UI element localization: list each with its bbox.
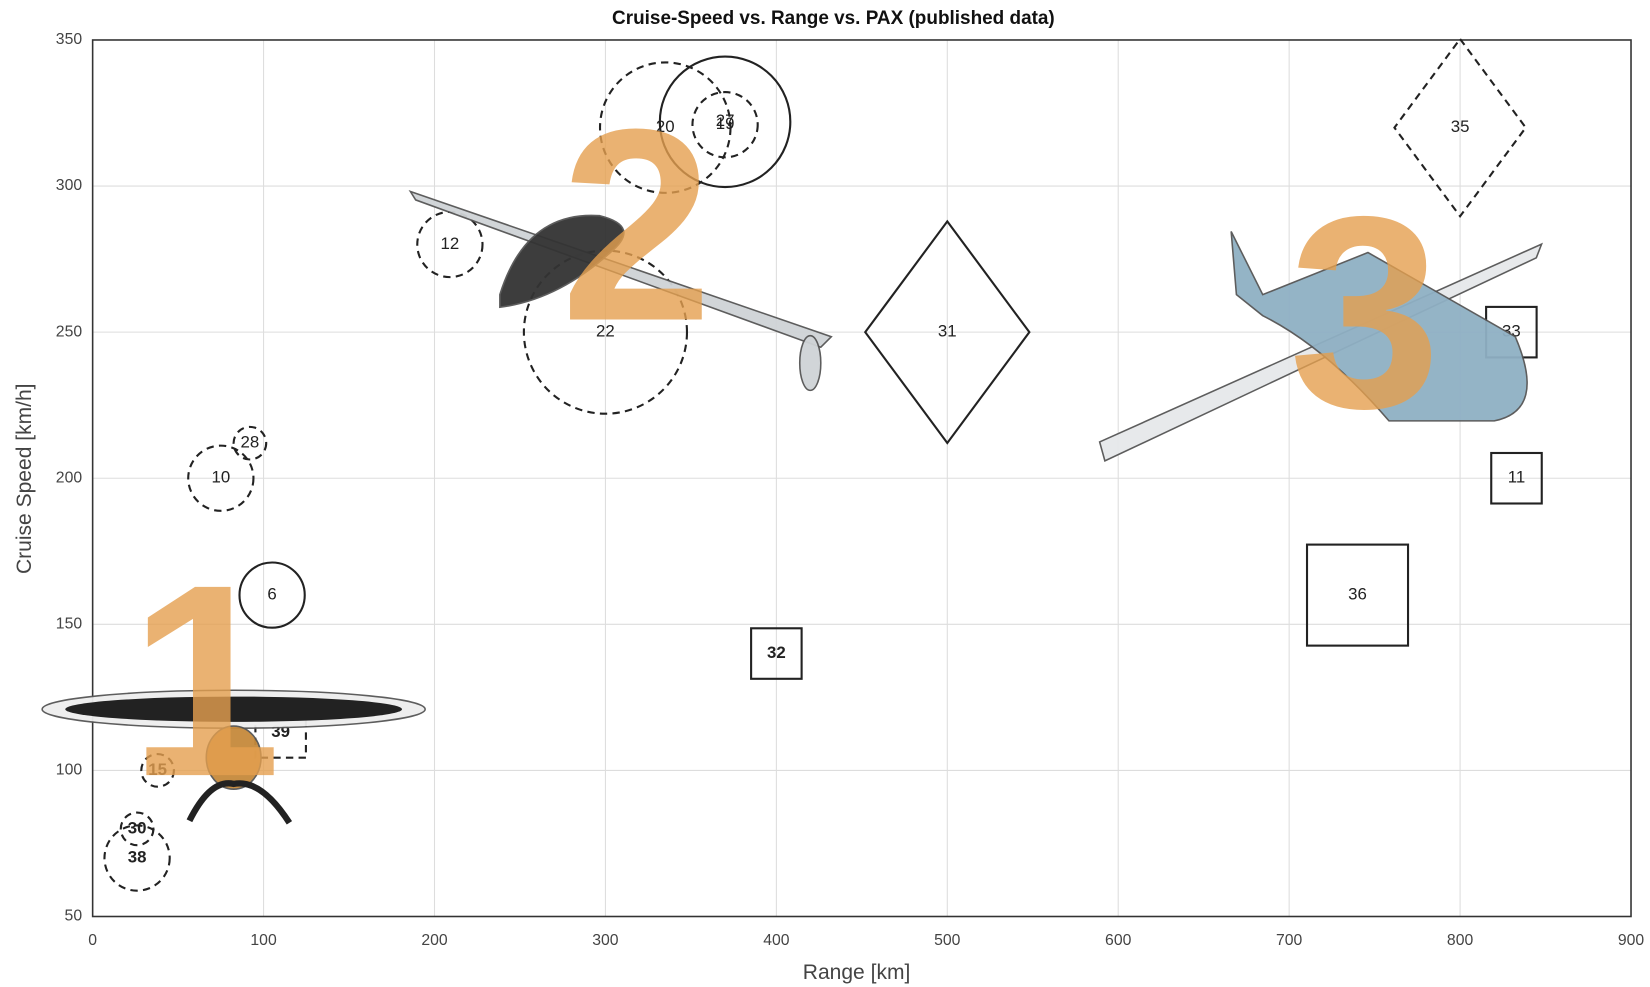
group-number: 1 xyxy=(129,527,281,833)
x-tick-label: 400 xyxy=(763,932,790,949)
x-tick-label: 500 xyxy=(934,932,961,949)
x-tick-label: 300 xyxy=(592,932,619,949)
x-tick-label: 700 xyxy=(1276,932,1303,949)
x-tick-label: 600 xyxy=(1105,932,1132,949)
point-label: 36 xyxy=(1348,585,1367,604)
x-tick-label: 200 xyxy=(421,932,448,949)
point-label: 31 xyxy=(938,322,957,341)
point-label: 38 xyxy=(128,848,147,867)
y-tick-label: 350 xyxy=(56,31,83,48)
chart-title: Cruise-Speed vs. Range vs. PAX (publishe… xyxy=(612,8,1055,29)
x-tick-label: 800 xyxy=(1447,932,1474,949)
y-tick-label: 100 xyxy=(56,762,83,779)
y-axis-label: Cruise Speed [km/h] xyxy=(13,383,36,574)
y-tick-label: 250 xyxy=(56,323,83,340)
x-tick-label: 900 xyxy=(1618,932,1645,949)
point-label: 28 xyxy=(241,433,260,452)
point-label: 32 xyxy=(767,643,786,662)
x-axis-label: Range [km] xyxy=(803,961,911,984)
point-label: 35 xyxy=(1451,117,1470,136)
point-label: 11 xyxy=(1508,468,1525,487)
x-tick-label: 100 xyxy=(250,932,277,949)
point-label: 10 xyxy=(211,468,230,487)
group-number: 2 xyxy=(561,72,713,378)
chart: Cruise-Speed vs. Range vs. PAX (publishe… xyxy=(0,0,1650,987)
y-tick-label: 300 xyxy=(56,177,83,194)
group-number: 3 xyxy=(1289,159,1441,465)
y-tick-label: 150 xyxy=(56,616,83,633)
point-label: 12 xyxy=(441,234,460,253)
point-label: 27 xyxy=(716,111,735,130)
y-tick-label: 50 xyxy=(65,908,83,925)
x-tick-label: 0 xyxy=(88,932,97,949)
y-tick-label: 200 xyxy=(56,469,83,486)
